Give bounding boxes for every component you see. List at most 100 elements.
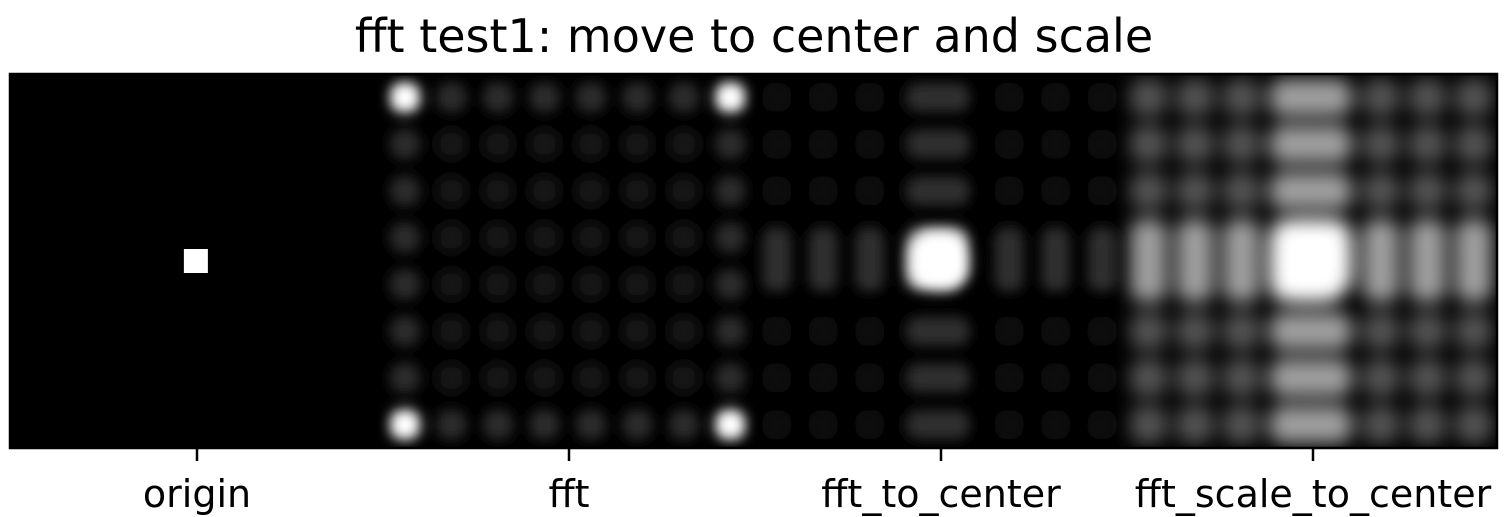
fft-blob <box>668 316 699 347</box>
fft-scale-blob <box>1408 172 1446 210</box>
fft-blob <box>622 316 653 347</box>
fft-blob <box>668 269 699 300</box>
fft-center-blob <box>1041 316 1070 346</box>
fft-scale-blob <box>1408 125 1446 163</box>
fft-blob <box>483 269 513 300</box>
fft-center-blob <box>855 82 885 112</box>
fft-scale-blob <box>1176 125 1214 163</box>
fft-blob <box>575 82 606 113</box>
fft-center-blob <box>855 363 885 393</box>
fft-blob <box>436 269 467 300</box>
fft-scale-blob <box>1270 405 1352 444</box>
fft-center-blob <box>808 82 838 112</box>
fft-scale-blob <box>1222 125 1261 163</box>
fft-center-blob <box>1087 230 1117 292</box>
fft-blob <box>483 82 513 113</box>
fft-blob <box>668 362 699 393</box>
fft-scale-blob <box>1129 172 1168 210</box>
fft-blob <box>622 129 653 160</box>
x-tick-label-origin: origin <box>143 472 251 516</box>
fft-blob <box>390 129 420 160</box>
fft-blob <box>436 409 467 440</box>
fft-scale-blob <box>1362 78 1400 117</box>
fft-center-blob <box>1087 129 1117 159</box>
fft-blob <box>575 362 606 393</box>
fft-scale-blob <box>1270 78 1352 117</box>
fft-blob <box>390 82 420 113</box>
fft-blob <box>529 362 560 393</box>
image-area <box>10 74 1497 448</box>
fft-center-blob <box>808 410 838 440</box>
fft-scale-blob <box>1455 312 1493 350</box>
fft-scale-blob <box>1222 405 1261 444</box>
fft-center-blob <box>994 82 1024 112</box>
fft-center-blob <box>909 82 970 112</box>
fft-scale-blobs <box>1129 78 1493 444</box>
fft-scale-blob <box>1222 172 1261 210</box>
fft-center-blob <box>1087 316 1117 346</box>
fft-scale-blob <box>1129 312 1168 350</box>
fft-blob <box>529 82 560 113</box>
fft-scale-blob <box>1129 78 1168 117</box>
fft-blob <box>390 222 420 253</box>
fft-blob <box>575 269 606 300</box>
fft-blob <box>668 222 699 253</box>
x-tick-label-fft-to-center: fft_to_center <box>821 472 1061 516</box>
fft-blob <box>436 82 467 113</box>
fft-center-blob <box>808 129 838 159</box>
fft-scale-blob <box>1129 125 1168 163</box>
fft-center-blob <box>1041 410 1070 440</box>
fft-blob <box>390 316 420 347</box>
fft-center-blob <box>1041 129 1070 159</box>
panel-fft-to-center <box>762 82 1117 440</box>
fft-blob <box>575 175 606 206</box>
fft-blob <box>715 82 746 113</box>
fft-scale-blob <box>1222 78 1261 117</box>
fft-blob <box>715 222 746 253</box>
fft-center-blob <box>994 129 1024 159</box>
x-axis: origin fft fft_to_center fft_scale_to_ce… <box>143 448 1492 516</box>
fft-center-blob <box>994 230 1024 292</box>
fft-scale-blob <box>1176 359 1214 397</box>
fft-scale-blob <box>1129 220 1168 302</box>
fft-scale-blob <box>1222 220 1261 302</box>
fft-center-blob <box>855 129 885 159</box>
fft-center-blob <box>762 230 792 292</box>
fft-center-blob <box>808 176 838 206</box>
fft-scale-blob <box>1455 172 1493 210</box>
fft-blob <box>483 362 513 393</box>
axes-frame <box>8 72 1499 450</box>
fft-scale-blob <box>1362 172 1400 210</box>
fft-center-blob <box>762 316 792 346</box>
fft-scale-blob <box>1408 405 1446 444</box>
fft-center-blob <box>762 129 792 159</box>
fft-blob <box>390 362 420 393</box>
fft-center-blob <box>1041 363 1070 393</box>
fft-center-blob <box>808 316 838 346</box>
fft-blob <box>715 269 746 300</box>
fft-scale-blob <box>1408 220 1446 302</box>
fft-center-blobs <box>762 82 1117 440</box>
fft-center-blob <box>909 129 970 159</box>
fft-blob <box>622 409 653 440</box>
fft-scale-blob <box>1362 405 1400 444</box>
fft-scale-blob <box>1455 359 1493 397</box>
fft-blob <box>390 409 420 440</box>
fft-blob <box>390 175 420 206</box>
fft-scale-blob <box>1270 172 1352 210</box>
fft-scale-blob <box>1129 359 1168 397</box>
fft-scale-blob <box>1455 78 1493 117</box>
fft-scale-blob <box>1408 78 1446 117</box>
fft-blob <box>483 316 513 347</box>
fft-scale-blob <box>1362 359 1400 397</box>
panel-fft <box>390 82 746 440</box>
fft-blob <box>483 222 513 253</box>
fft-blob <box>622 269 653 300</box>
fft-center-blob <box>762 410 792 440</box>
fft-scale-blob <box>1176 312 1214 350</box>
fft-blob <box>715 362 746 393</box>
fft-blob <box>668 82 699 113</box>
fft-blob <box>529 129 560 160</box>
fft-blob <box>622 222 653 253</box>
fft-blob <box>436 316 467 347</box>
